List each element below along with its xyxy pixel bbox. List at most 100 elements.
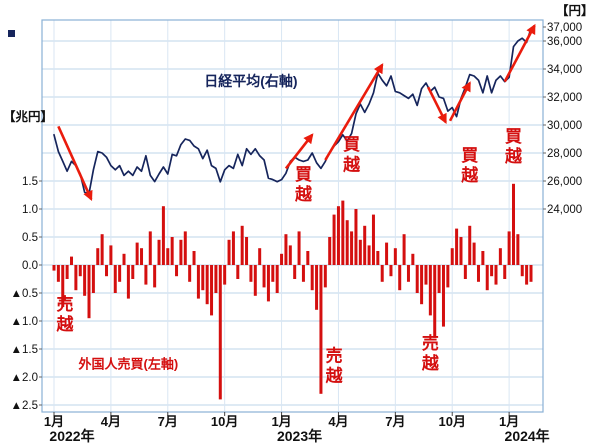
flow-bar <box>455 228 459 265</box>
flow-bar <box>358 239 362 265</box>
axis-layer: 【兆円】 【円】 37,000 36,000 34,000 32,000 30,000 2… <box>3 3 594 443</box>
flow-bar <box>131 265 135 279</box>
right-axis-tick-label: 37,000 <box>547 22 582 34</box>
flow-bar <box>336 206 340 265</box>
x-axis-month-label: 1月 <box>44 414 64 429</box>
trend-arrow <box>426 86 447 124</box>
flow-bar <box>240 225 244 265</box>
x-axis-month-label: 1月 <box>499 414 519 429</box>
flow-bar <box>61 265 65 307</box>
flow-bar <box>284 234 288 265</box>
flow-bar <box>393 248 397 265</box>
trend-arrow <box>448 81 471 122</box>
flow-direction-char: 越 <box>55 314 74 334</box>
flow-bar <box>275 265 279 293</box>
flow-bar <box>319 265 323 394</box>
flow-bar <box>415 265 419 293</box>
trend-arrows <box>57 23 536 202</box>
flow-bar <box>96 248 100 265</box>
right-axis-tick-label: 26,000 <box>547 176 582 188</box>
x-axis-month-label: 1月 <box>271 414 291 429</box>
flow-bar <box>367 245 371 265</box>
flow-bar <box>297 231 301 265</box>
flow-bar <box>227 239 231 265</box>
flow-bar <box>503 265 507 279</box>
flow-bar <box>175 265 179 277</box>
flow-bar <box>70 256 74 265</box>
x-axis-month-label: 10月 <box>438 414 465 429</box>
flow-bar <box>411 253 415 265</box>
flow-direction-char: 越 <box>342 154 361 174</box>
flow-direction-char: 越 <box>504 146 523 166</box>
flow-bar <box>214 265 218 293</box>
x-axis-month-label: 7月 <box>385 414 405 429</box>
flow-bar <box>441 265 445 327</box>
flow-bar <box>288 245 292 265</box>
flow-bar <box>223 265 227 285</box>
left-axis-tick-label: ▲1.5 <box>11 344 38 356</box>
flow-bar <box>118 265 122 282</box>
right-axis-tick-label: 24,000 <box>547 204 582 216</box>
flow-bar <box>450 248 454 265</box>
flow-bar <box>271 265 275 282</box>
x-axis-year-label: 2022年 <box>49 428 94 443</box>
x-axis-month-label: 4月 <box>328 414 348 429</box>
flow-bar <box>459 237 463 265</box>
flow-bar <box>350 231 354 265</box>
flow-bar <box>301 265 305 282</box>
flow-bar <box>310 265 314 291</box>
flow-direction-label: 買越 <box>294 165 313 204</box>
flow-bar <box>341 200 345 265</box>
flow-bar <box>463 265 467 279</box>
flow-bar <box>293 265 297 279</box>
flow-bar <box>122 253 126 265</box>
flow-direction-char: 買 <box>461 146 478 165</box>
flow-bar <box>192 251 196 265</box>
flow-bar <box>113 265 117 293</box>
left-axis-unit-label: 【兆円】 <box>3 109 53 124</box>
x-axis-year-label: 2023年 <box>277 428 322 443</box>
flow-bar <box>196 265 200 299</box>
flow-bar <box>516 234 520 265</box>
flow-bar <box>83 265 87 296</box>
flow-bar <box>437 265 441 293</box>
nikkei-line <box>53 27 532 195</box>
trend-arrow <box>324 63 384 161</box>
flow-bar <box>188 265 192 282</box>
flow-bar <box>472 242 476 265</box>
x-axis-month-label: 7月 <box>158 414 178 429</box>
flow-direction-char: 売 <box>422 333 439 353</box>
right-axis-tick-label: 34,000 <box>547 64 582 76</box>
flow-bar <box>490 265 494 277</box>
flow-bar <box>258 248 262 265</box>
flow-bar <box>371 214 375 265</box>
series-label: 外国人売買(左軸) <box>78 357 179 372</box>
flow-bar <box>109 245 113 265</box>
flow-bar <box>126 265 130 299</box>
flow-bar <box>52 265 56 271</box>
flow-bar <box>494 265 498 285</box>
flow-bar <box>511 183 515 265</box>
flow-direction-char: 買 <box>343 135 360 154</box>
flow-bar <box>406 265 410 282</box>
flow-bar <box>153 265 157 288</box>
flow-bar <box>105 265 109 277</box>
right-axis-tick-label: 30,000 <box>547 120 582 132</box>
left-axis-tick-label: 1.5 <box>22 176 38 188</box>
flow-bar <box>380 265 384 282</box>
flow-bar <box>201 265 205 291</box>
flow-bar <box>179 239 183 265</box>
flow-direction-label: 売越 <box>421 333 440 373</box>
flow-bar <box>389 265 393 277</box>
flow-bar <box>328 237 332 265</box>
flow-bar <box>468 225 472 265</box>
flow-bar <box>424 265 428 285</box>
flow-bar <box>87 265 91 319</box>
left-axis-tick-label: ▲1.0 <box>11 316 38 328</box>
left-axis-tick-label: 1.0 <box>22 204 38 216</box>
flow-direction-char: 買 <box>505 127 522 146</box>
nikkei-polyline <box>53 27 532 195</box>
flow-bar <box>332 214 336 265</box>
